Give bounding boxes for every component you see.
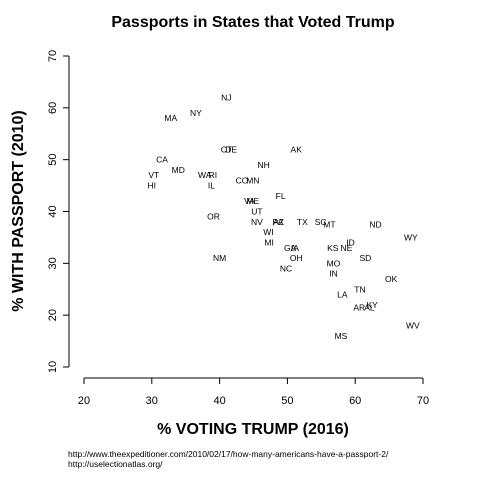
x-axis: 20 30 40 50 60 70 [78, 377, 429, 407]
y-tick-label: 20 [47, 309, 59, 321]
point-label-ny: NY [190, 108, 202, 118]
point-label-hi: HI [148, 181, 157, 191]
point-label-oh: OH [290, 253, 303, 263]
point-label-va: VA [244, 196, 255, 206]
point-label-md: MD [172, 165, 185, 175]
x-tick-label: 70 [417, 395, 429, 407]
point-label-nj: NJ [221, 92, 231, 102]
point-label-mi: MI [264, 238, 273, 248]
point-label-co: CO [236, 175, 249, 185]
x-axis-label: % VOTING TRUMP (2016) [157, 421, 349, 438]
x-tick-label: 60 [349, 395, 361, 407]
point-label-wa: WA [198, 170, 212, 180]
point-label-id: ID [346, 238, 355, 248]
y-tick-label: 30 [47, 257, 59, 269]
point-label-tn: TN [354, 284, 365, 294]
x-tick-label: 50 [281, 395, 293, 407]
point-label-pa: PA [273, 217, 284, 227]
point-label-ia: IA [291, 243, 299, 253]
point-label-nd: ND [369, 219, 381, 229]
point-label-ri: RI [209, 170, 218, 180]
x-tick-label: 20 [78, 395, 90, 407]
point-label-ca: CA [156, 155, 168, 165]
point-label-in: IN [329, 269, 338, 279]
point-label-mn: MN [246, 175, 259, 185]
point-label-wy: WY [404, 232, 418, 242]
point-label-ky: KY [366, 300, 378, 310]
x-tick-label: 30 [146, 395, 158, 407]
y-tick-label: 50 [47, 154, 59, 166]
point-label-ok: OK [385, 274, 398, 284]
point-label-fl: FL [276, 191, 286, 201]
point-label-de: DE [225, 144, 237, 154]
source-url-2: http://uselectionatlas.org/ [68, 459, 163, 469]
point-label-tx: TX [297, 217, 308, 227]
point-label-nh: NH [258, 160, 270, 170]
y-axis-label: % WITH PASSPORT (2010) [10, 110, 27, 312]
point-label-mo: MO [327, 258, 341, 268]
y-tick-label: 60 [47, 102, 59, 114]
point-label-ga: GA [284, 243, 297, 253]
point-label-ms: MS [335, 331, 348, 341]
point-label-nv: NV [251, 217, 263, 227]
y-tick-label: 10 [47, 361, 59, 373]
y-tick-label: 70 [47, 50, 59, 62]
point-label-ct: CT [221, 144, 232, 154]
point-label-me: ME [246, 196, 259, 206]
point-label-az: AZ [273, 217, 284, 227]
point-label-wv: WV [406, 321, 420, 331]
point-label-ne: NE [340, 243, 352, 253]
point-label-wi: WI [263, 227, 273, 237]
point-label-ut: UT [251, 207, 262, 217]
point-label-il: IL [208, 181, 215, 191]
point-label-ma: MA [164, 113, 177, 123]
point-label-nm: NM [213, 253, 226, 263]
y-axis: 10 20 30 40 50 60 70 [47, 50, 70, 373]
point-label-ks: KS [327, 243, 339, 253]
point-label-or: OR [207, 212, 220, 222]
source-citation: http://www.theexpeditioner.com/2010/02/1… [68, 449, 388, 469]
point-label-nc: NC [280, 264, 292, 274]
chart-title: Passports in States that Voted Trump [111, 14, 395, 31]
point-label-sd: SD [359, 253, 371, 263]
point-label-vt: VT [148, 170, 159, 180]
x-tick-label: 40 [213, 395, 225, 407]
point-label-mt: MT [323, 219, 335, 229]
source-url-1: http://www.theexpeditioner.com/2010/02/1… [68, 449, 389, 459]
point-label-ar: AR [353, 302, 365, 312]
y-tick-label: 40 [47, 205, 59, 217]
point-label-la: LA [337, 289, 348, 299]
point-label-sc: SC [315, 217, 327, 227]
point-label-ak: AK [291, 144, 303, 154]
point-label-al: AL [364, 302, 375, 312]
